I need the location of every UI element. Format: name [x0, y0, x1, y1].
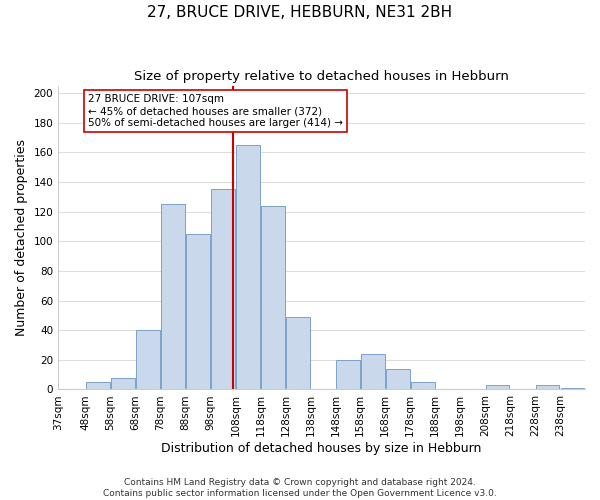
Bar	[560, 388, 584, 390]
Bar	[286, 317, 310, 390]
Bar	[186, 234, 210, 390]
Bar	[161, 204, 185, 390]
Bar	[136, 330, 160, 390]
Bar	[236, 145, 260, 390]
Bar	[486, 385, 509, 390]
Bar	[386, 368, 410, 390]
Bar	[111, 378, 135, 390]
X-axis label: Distribution of detached houses by size in Hebburn: Distribution of detached houses by size …	[161, 442, 482, 455]
Bar	[86, 382, 110, 390]
Bar	[336, 360, 359, 390]
Text: Contains HM Land Registry data © Crown copyright and database right 2024.
Contai: Contains HM Land Registry data © Crown c…	[103, 478, 497, 498]
Bar	[261, 206, 285, 390]
Text: 27 BRUCE DRIVE: 107sqm
← 45% of detached houses are smaller (372)
50% of semi-de: 27 BRUCE DRIVE: 107sqm ← 45% of detached…	[88, 94, 343, 128]
Text: 27, BRUCE DRIVE, HEBBURN, NE31 2BH: 27, BRUCE DRIVE, HEBBURN, NE31 2BH	[148, 5, 452, 20]
Title: Size of property relative to detached houses in Hebburn: Size of property relative to detached ho…	[134, 70, 509, 83]
Bar	[361, 354, 385, 390]
Y-axis label: Number of detached properties: Number of detached properties	[15, 139, 28, 336]
Bar	[211, 190, 235, 390]
Bar	[411, 382, 434, 390]
Bar	[536, 385, 559, 390]
